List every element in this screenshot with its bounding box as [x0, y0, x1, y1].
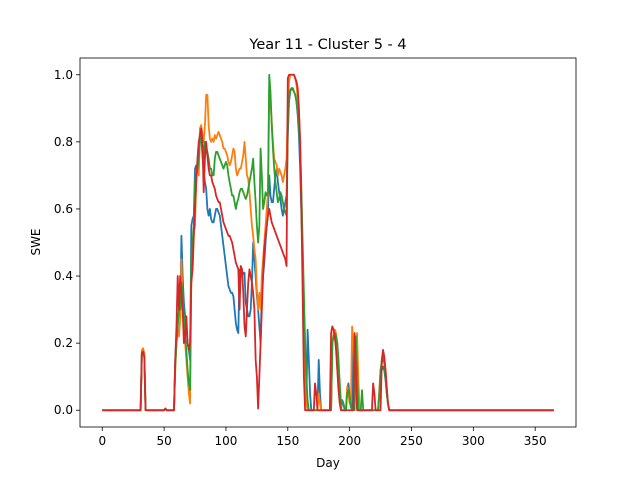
chart-title: Year 11 - Cluster 5 - 4 [248, 37, 406, 53]
x-axis-title: Day [316, 456, 340, 470]
y-tick-label: 0.6 [54, 202, 73, 216]
x-tick-label: 350 [524, 434, 547, 448]
x-tick-label: 50 [156, 434, 171, 448]
plot-area-frame [79, 57, 577, 428]
y-tick-label: 1.0 [54, 68, 73, 82]
x-tick-label: 150 [276, 434, 299, 448]
x-tick-label: 0 [98, 434, 106, 448]
series-line-3 [102, 73, 554, 412]
x-axis-ticks: 0 50 100 150 200 250 300 350 [98, 427, 547, 448]
x-tick-label: 300 [462, 434, 485, 448]
y-tick-label: 0.8 [54, 135, 73, 149]
y-tick-label: 0.0 [54, 403, 73, 417]
series-line-4 [102, 73, 554, 412]
x-tick-label: 200 [338, 434, 361, 448]
series-layer [102, 73, 554, 412]
y-tick-label: 0.2 [54, 336, 73, 350]
y-tick-label: 0.4 [54, 269, 73, 283]
x-tick-label: 100 [215, 434, 238, 448]
x-tick-label: 250 [400, 434, 423, 448]
y-axis-title: SWE [29, 228, 43, 255]
y-axis-ticks: 0.0 0.2 0.4 0.6 0.8 1.0 [54, 68, 80, 417]
